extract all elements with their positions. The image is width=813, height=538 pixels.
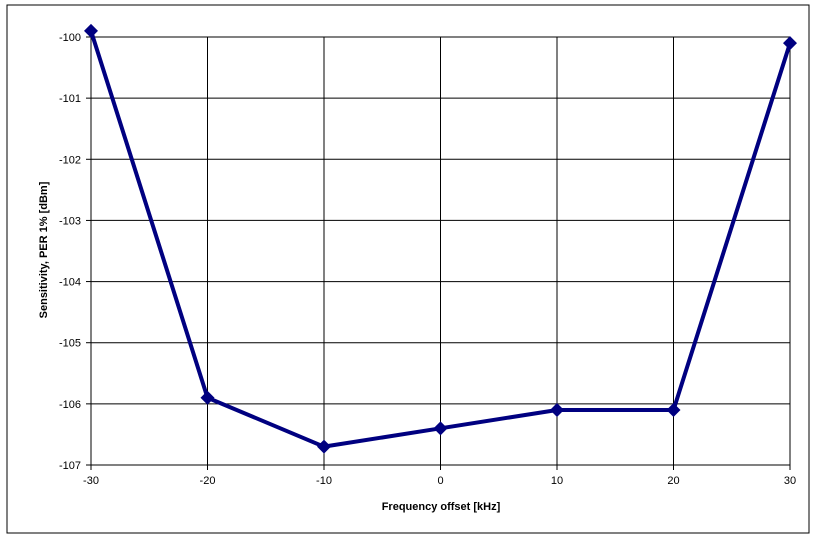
y-tick-label: -107 [59,460,81,472]
y-tick-label: -103 [59,215,81,227]
y-tick-label: -101 [59,93,81,105]
y-tick-label: -104 [59,277,81,289]
y-tick-label: -106 [59,399,81,411]
y-tick-label: -100 [59,32,81,44]
data-point-marker [550,402,564,417]
data-series [84,23,797,454]
data-point-marker [200,390,215,405]
data-point-marker [317,439,331,454]
x-tick-label: 10 [551,475,563,487]
axis-tick-labels: -30 -20 -10 0 10 20 30-100-101-102-103-104-105… [59,32,796,487]
x-tick-label: 0 [437,475,443,487]
data-point-marker [666,402,681,417]
x-tick-label: -30 [83,475,99,487]
data-point-marker [433,421,448,436]
data-point-marker [783,36,797,51]
x-tick-label: -20 [200,475,216,487]
x-tick-label: -10 [316,475,332,487]
data-point-marker [84,23,98,38]
y-tick-label: -105 [59,338,81,350]
y-axis-label: Sensitivity, PER 1% [dBm] [38,181,50,318]
x-tick-label: 20 [667,475,679,487]
x-tick-label: 30 [784,475,796,487]
x-axis-label: Frequency offset [kHz] [382,501,501,513]
y-tick-label: -102 [59,154,81,166]
chart-area-border [6,4,810,534]
